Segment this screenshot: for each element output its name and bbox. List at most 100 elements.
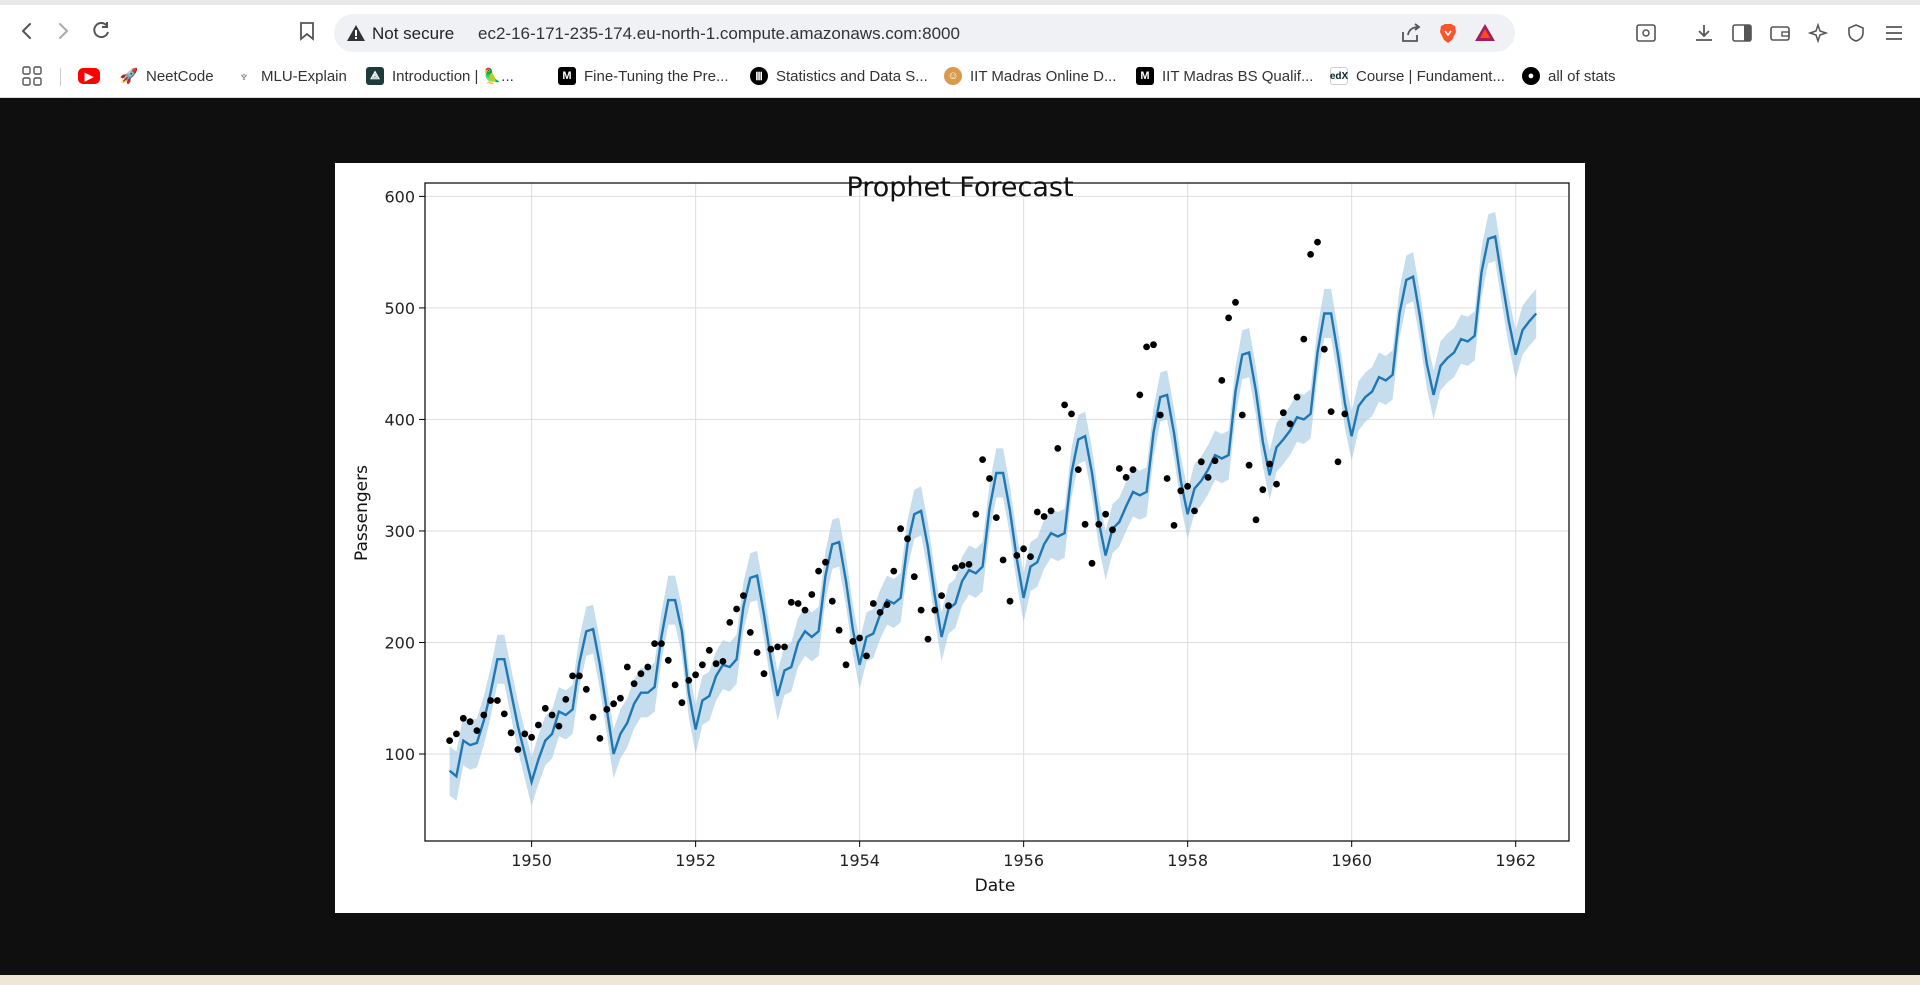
actual-point — [1286, 420, 1294, 428]
actual-point — [507, 729, 515, 737]
github-icon: ● — [1522, 67, 1540, 85]
menu-button[interactable] — [1882, 21, 1906, 45]
actual-point — [753, 649, 761, 656]
actual-point — [562, 696, 570, 703]
actual-point — [1204, 474, 1212, 481]
back-button[interactable] — [14, 18, 40, 44]
bookmark-youtube[interactable]: ▶ — [78, 65, 108, 87]
sidebar-button[interactable] — [1730, 21, 1754, 45]
security-label[interactable]: Not secure — [372, 24, 455, 43]
bookmark-all-of-stats[interactable]: ● all of stats — [1522, 65, 1616, 87]
actual-point — [1334, 458, 1342, 466]
leo-ai-button[interactable] — [1806, 21, 1830, 45]
x-tick-label: 1962 — [1495, 851, 1536, 870]
actual-point — [1191, 507, 1198, 515]
actual-point — [1300, 335, 1308, 343]
bookmarks-divider — [60, 68, 61, 86]
iitm-icon: Ⅲ — [750, 67, 768, 85]
medium-icon: M — [558, 67, 576, 85]
actual-point — [1129, 466, 1137, 473]
actual-point — [658, 640, 665, 647]
brave-lion-icon — [1440, 24, 1456, 43]
actual-point — [883, 601, 891, 608]
actual-point — [589, 713, 597, 721]
vpn-button[interactable] — [1844, 21, 1868, 45]
reload-button[interactable] — [88, 18, 114, 44]
actual-point — [541, 704, 549, 712]
brave-shields-button[interactable] — [1437, 22, 1459, 44]
actual-point — [828, 597, 836, 605]
wallet-button[interactable] — [1768, 21, 1792, 45]
actual-point — [1122, 474, 1130, 481]
bookmark-statistics[interactable]: Ⅲ Statistics and Data S... — [750, 65, 928, 87]
actual-point — [1109, 526, 1116, 534]
x-tick-label: 1960 — [1331, 851, 1372, 870]
browser-toolbar: Not secure ec2-16-171-235-174.eu-north-1… — [0, 5, 1920, 55]
actual-point — [746, 629, 754, 636]
forecast-figure: 1950 1952 1954 1956 1958 1960 1962 100 200 300 40… — [335, 163, 1585, 913]
actual-point — [890, 567, 898, 575]
forward-button[interactable] — [50, 18, 76, 44]
actual-point — [917, 606, 925, 614]
address-bar[interactable]: Not secure ec2-16-171-235-174.eu-north-1… — [334, 14, 1515, 52]
actual-point — [705, 646, 713, 654]
warning-icon — [347, 25, 365, 41]
actual-point — [972, 510, 980, 518]
actual-point — [630, 680, 638, 688]
actual-point — [787, 598, 795, 606]
chart-title: Prophet Forecast — [846, 172, 1073, 203]
actual-point — [446, 737, 453, 744]
bookmark-course[interactable]: edX Course | Fundament... — [1330, 65, 1505, 87]
actual-point — [740, 592, 747, 599]
actual-point — [1170, 522, 1178, 529]
bookmark-introduction[interactable]: ⟁ Introduction | 🦜... — [366, 65, 514, 87]
apps-button[interactable] — [22, 65, 42, 87]
bookmark-mlu-explain[interactable]: ♆ MLU-Explain — [235, 65, 347, 87]
download-icon — [1696, 25, 1712, 41]
actual-point — [548, 711, 556, 719]
actual-point — [1184, 482, 1191, 490]
actual-point — [1102, 510, 1109, 518]
y-tick-label: 600 — [384, 187, 415, 206]
reload-icon — [93, 22, 109, 39]
brave-rewards-button[interactable] — [1474, 22, 1496, 44]
actual-point — [856, 634, 863, 642]
actual-point — [1115, 465, 1123, 472]
actual-point — [1027, 553, 1034, 560]
url-text[interactable]: ec2-16-171-235-174.eu-north-1.compute.am… — [478, 24, 960, 43]
actual-point — [794, 600, 802, 607]
share-icon — [1402, 23, 1421, 42]
actual-point — [760, 670, 768, 678]
actual-point — [986, 475, 993, 482]
bookmark-neetcode[interactable]: 🚀 NeetCode — [120, 65, 214, 87]
x-axis-label: Date — [975, 876, 1016, 896]
downloads-button[interactable] — [1692, 21, 1716, 45]
youtube-icon: ▶ — [78, 68, 100, 84]
bookmark-page-button[interactable] — [294, 18, 320, 44]
actual-point — [1252, 516, 1260, 524]
actual-point — [1095, 520, 1103, 528]
actual-point — [569, 672, 576, 680]
bookmark-fine-tuning[interactable]: M Fine-Tuning the Pre... — [558, 65, 729, 87]
actual-point — [726, 619, 734, 626]
actual-point — [555, 722, 563, 730]
actual-point — [692, 671, 699, 679]
actual-point — [1314, 238, 1321, 246]
wallet-icon — [1770, 26, 1790, 41]
bookmark-label: IIT Madras Online D... — [970, 67, 1117, 85]
bookmark-iitm-qualifier[interactable]: M IIT Madras BS Qualif... — [1136, 65, 1313, 87]
actual-point — [1136, 391, 1144, 399]
actual-point — [596, 735, 604, 742]
actual-point — [459, 714, 467, 722]
actual-point — [494, 697, 501, 704]
x-tick-label: 1958 — [1167, 851, 1208, 870]
arrow-left-icon — [21, 23, 31, 39]
bookmark-iitm-online[interactable]: ☺ IIT Madras Online D... — [944, 65, 1116, 87]
actual-point — [664, 656, 672, 664]
actual-point — [897, 525, 904, 533]
share-button[interactable] — [1400, 22, 1422, 44]
actual-point — [910, 573, 918, 581]
forecast-line — [448, 234, 1538, 787]
reader-mode-button[interactable] — [1634, 21, 1658, 45]
actual-point — [808, 591, 816, 598]
